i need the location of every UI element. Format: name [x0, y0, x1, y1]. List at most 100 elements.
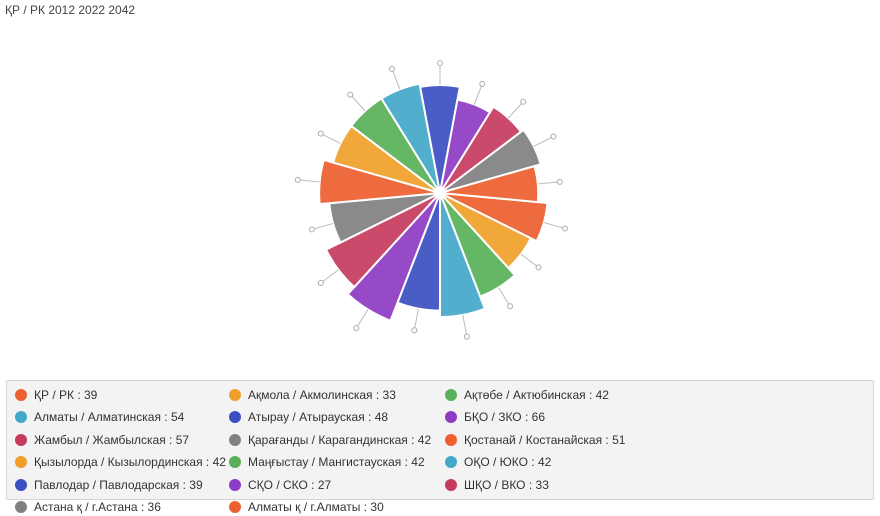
slice-connector-line: [543, 222, 566, 230]
legend-color-swatch: [15, 434, 27, 446]
legend-color-swatch: [15, 479, 27, 491]
pie-slice-highlight: [420, 85, 460, 193]
pie-slice-highlight: [440, 106, 521, 193]
slice-connector-dot: [347, 91, 354, 98]
legend-label: Ақтөбе / Актюбинская : 42: [464, 388, 609, 402]
slice-connector-line: [537, 181, 560, 185]
slice-connector-dot: [561, 225, 568, 232]
pie-slice[interactable]: [380, 65, 441, 194]
slice-connector-dot: [507, 303, 514, 310]
legend-label: Қостанай / Костанайская : 51: [464, 433, 626, 447]
pie-slice-highlight: [319, 159, 440, 205]
slice-connector-dot: [388, 65, 395, 72]
legend-color-swatch: [445, 411, 457, 423]
pie-slice-highlight: [347, 193, 440, 321]
legend-item[interactable]: Қостанай / Костанайская : 51: [445, 432, 625, 448]
legend-color-swatch: [229, 479, 241, 491]
slice-connector-line: [391, 68, 401, 90]
legend-item[interactable]: СҚО / СКО : 27: [229, 477, 331, 493]
slice-connector-line: [473, 83, 483, 105]
slice-connector-line: [533, 136, 554, 147]
pie-slice[interactable]: [439, 192, 487, 340]
pie-slice[interactable]: [317, 192, 441, 289]
legend-color-swatch: [229, 456, 241, 468]
pie-slice-shape[interactable]: [346, 192, 441, 323]
pie-slice-highlight: [381, 83, 440, 193]
legend-item[interactable]: БҚО / ЗКО : 66: [445, 409, 545, 425]
pie-slice-highlight: [440, 193, 531, 268]
pie-slice-highlight: [440, 129, 541, 193]
legend-item[interactable]: Алматы қ / г.Алматы : 30: [229, 499, 384, 515]
pie-slice-highlight: [333, 126, 440, 193]
legend-item[interactable]: Павлодар / Павлодарская : 39: [15, 477, 203, 493]
legend-color-swatch: [445, 389, 457, 401]
slice-connector-line: [320, 269, 339, 284]
slice-connector-dot: [550, 133, 557, 140]
legend-label: Қызылорда / Кызылординская : 42: [34, 455, 226, 469]
legend-label: Алматы қ / г.Алматы : 30: [248, 500, 384, 514]
pie-slice-shape[interactable]: [439, 192, 487, 319]
pie-slice-highlight: [440, 99, 491, 193]
pie-slice-shape[interactable]: [439, 192, 549, 243]
pie-slice-shape[interactable]: [380, 82, 441, 194]
slice-connector-line: [507, 101, 524, 119]
legend-label: Ақмола / Акмолинская : 33: [248, 388, 396, 402]
pie-slice-highlight: [440, 193, 548, 242]
legend-color-swatch: [445, 456, 457, 468]
slice-connector-dot: [317, 279, 324, 286]
legend-label: Алматы / Алматинская : 54: [34, 410, 185, 424]
pie-slice-highlight: [440, 166, 539, 203]
slice-connector-dot: [411, 327, 418, 334]
pie-slice-shape[interactable]: [419, 84, 461, 194]
legend-item[interactable]: ШҚО / ВКО : 33: [445, 477, 549, 493]
legend-label: Атырау / Атырауская : 48: [248, 410, 389, 424]
legend-color-swatch: [445, 479, 457, 491]
slice-connector-line: [413, 308, 419, 331]
legend-label: СҚО / СКО : 27: [248, 478, 332, 492]
legend-color-swatch: [15, 501, 27, 513]
legend-label: Маңғыстау / Мангистауская : 42: [248, 455, 425, 469]
legend-label: ШҚО / ВКО : 33: [464, 478, 549, 492]
pie-slice-highlight: [351, 98, 440, 193]
slice-connector-dot: [535, 264, 542, 271]
legend-item[interactable]: Жамбыл / Жамбылская : 57: [15, 432, 189, 448]
legend-label: БҚО / ЗКО : 66: [464, 410, 545, 424]
pie-slice[interactable]: [346, 192, 441, 332]
legend-item[interactable]: Қарағанды / Карагандинская : 42: [229, 432, 431, 448]
pie-slice-shape[interactable]: [318, 158, 441, 206]
legend-item[interactable]: Ақмола / Акмолинская : 33: [229, 387, 396, 403]
legend-label: Астана қ / г.Астана : 36: [34, 500, 161, 514]
pie-slice[interactable]: [439, 128, 557, 194]
legend-color-swatch: [15, 456, 27, 468]
slice-connector-dot: [437, 60, 443, 67]
slice-connector-line: [498, 287, 511, 307]
pie-chart: [294, 60, 568, 340]
slice-connector-line: [311, 222, 334, 230]
slice-connector-dot: [294, 176, 301, 183]
legend-item[interactable]: ҚР / РК : 39: [15, 387, 97, 403]
pie-slice-highlight: [440, 193, 515, 297]
pie-slice-shape[interactable]: [439, 128, 542, 194]
slice-connector-dot: [479, 80, 486, 87]
pie-slice[interactable]: [294, 158, 441, 206]
legend-label: Павлодар / Павлодарская : 39: [34, 478, 203, 492]
pie-slice[interactable]: [308, 192, 441, 244]
legend-color-swatch: [229, 501, 241, 513]
slice-connector-dot: [317, 130, 324, 137]
legend-item[interactable]: ОҚО / ЮКО : 42: [445, 454, 551, 470]
pie-slice[interactable]: [439, 192, 568, 243]
pie-slice[interactable]: [439, 164, 563, 204]
slice-connector-dot: [520, 98, 527, 105]
legend-label: ҚР / РК : 39: [34, 388, 98, 402]
legend-color-swatch: [229, 389, 241, 401]
slice-connector-dot: [556, 178, 563, 185]
legend-item[interactable]: Ақтөбе / Актюбинская : 42: [445, 387, 609, 403]
pie-slice[interactable]: [419, 60, 461, 194]
legend-item[interactable]: Атырау / Атырауская : 48: [229, 409, 388, 425]
slice-connector-line: [462, 314, 468, 337]
legend-item[interactable]: Алматы / Алматинская : 54: [15, 409, 184, 425]
legend-item[interactable]: Астана қ / г.Астана : 36: [15, 499, 161, 515]
legend-item[interactable]: Маңғыстау / Мангистауская : 42: [229, 454, 425, 470]
pie-slice-shape[interactable]: [439, 164, 540, 204]
legend-item[interactable]: Қызылорда / Кызылординская : 42: [15, 454, 226, 470]
